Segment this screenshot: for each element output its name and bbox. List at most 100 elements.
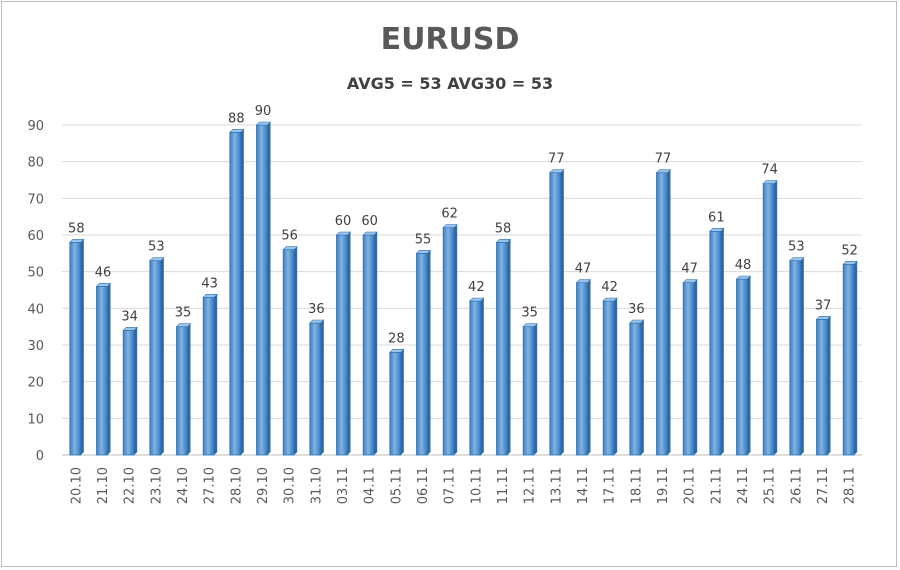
data-label: 61: [708, 210, 725, 225]
bar-side: [347, 232, 351, 455]
y-tick-label: 80: [27, 156, 44, 171]
bar-side: [134, 327, 138, 455]
bar: [629, 322, 642, 456]
x-tick-label: 05.11: [389, 467, 404, 504]
x-axis-ticks: 20.10 21.10 22.10 23.10 24.10 27.10 28.10 29.10…: [69, 467, 857, 504]
bar-side: [507, 239, 511, 455]
data-label: 74: [761, 163, 778, 178]
data-label: 77: [548, 152, 565, 167]
x-tick-label: 04.11: [363, 467, 378, 504]
x-tick-label: 19.11: [656, 467, 671, 504]
bar: [149, 260, 162, 456]
bar-side: [107, 283, 111, 455]
bar: [522, 326, 535, 456]
data-label: 42: [468, 280, 485, 295]
bar-side: [667, 169, 671, 455]
gridlines: [62, 124, 862, 456]
bar-side: [774, 180, 778, 455]
y-tick-label: 90: [27, 119, 44, 134]
bar: [656, 172, 668, 456]
bar-side: [827, 316, 831, 455]
bar-side: [480, 298, 484, 455]
data-labels: 58 46 34 53 35 43 88 90 56 36 60 60 28 55 62 42 58 35 77 47…: [68, 104, 858, 346]
bar-side: [427, 250, 431, 455]
data-label: 34: [121, 309, 138, 324]
bar: [469, 300, 482, 456]
bar: [576, 282, 588, 456]
bar-side: [720, 228, 724, 455]
y-tick-label: 20: [27, 376, 44, 391]
x-tick-label: 27.11: [816, 467, 831, 504]
data-label: 36: [628, 302, 645, 317]
data-label: 53: [148, 240, 165, 255]
data-label: 58: [495, 221, 512, 236]
bar: [202, 296, 215, 456]
bar-side: [640, 320, 644, 455]
x-tick-label: 11.11: [496, 467, 511, 504]
data-label: 58: [68, 221, 85, 236]
data-label: 53: [788, 240, 805, 255]
x-tick-label: 22.10: [123, 467, 138, 504]
bar: [682, 282, 695, 456]
bar-side: [374, 232, 378, 455]
bar: [309, 322, 322, 456]
bar-side: [240, 129, 244, 456]
data-label: 43: [201, 276, 218, 291]
data-label: 35: [175, 306, 192, 321]
x-tick-label: 20.11: [683, 467, 698, 504]
x-tick-label: 03.11: [336, 467, 351, 504]
bar-side: [854, 261, 858, 455]
bar-side: [320, 320, 324, 455]
x-tick-label: 21.11: [709, 467, 724, 504]
bars: [69, 121, 858, 456]
data-label: 36: [308, 302, 325, 317]
bar-side: [400, 349, 404, 455]
chart-subtitle: AVG5 = 53 AVG30 = 53: [346, 74, 554, 93]
data-label: 88: [228, 111, 245, 126]
x-tick-label: 07.11: [443, 467, 458, 504]
bar-side: [747, 276, 751, 455]
y-tick-label: 70: [27, 192, 44, 207]
bar: [549, 172, 562, 456]
x-tick-label: 29.10: [256, 467, 271, 504]
data-label: 77: [655, 152, 672, 167]
x-tick-label: 24.10: [176, 467, 191, 504]
data-label: 47: [681, 262, 698, 277]
bar: [282, 249, 295, 456]
data-label: 62: [441, 207, 458, 222]
y-tick-label: 10: [27, 412, 44, 427]
x-tick-label: 20.10: [69, 467, 84, 504]
data-label: 48: [735, 258, 752, 273]
data-label: 28: [388, 331, 405, 346]
bar: [336, 234, 348, 456]
bar-side: [294, 246, 298, 455]
bar: [736, 278, 748, 456]
x-tick-label: 06.11: [416, 467, 431, 504]
bar-side: [454, 224, 458, 455]
bar-side: [534, 323, 538, 455]
data-label: 46: [95, 265, 112, 280]
y-tick-label: 0: [36, 449, 44, 464]
x-tick-label: 25.11: [763, 467, 778, 504]
bar: [602, 300, 615, 456]
x-tick-label: 31.10: [309, 467, 324, 504]
bar: [816, 318, 828, 456]
bar-side: [587, 279, 591, 455]
bar-side: [694, 279, 698, 455]
data-label: 47: [575, 262, 592, 277]
data-label: 56: [281, 229, 298, 244]
bar-side: [214, 294, 218, 455]
x-tick-label: 28.11: [843, 467, 858, 504]
bar: [389, 351, 402, 456]
data-label: 60: [335, 214, 352, 229]
data-label: 35: [521, 306, 538, 321]
x-tick-label: 14.11: [576, 467, 591, 504]
chart-title: EURUSD: [380, 22, 520, 57]
data-label: 60: [361, 214, 378, 229]
x-tick-label: 28.10: [229, 467, 244, 504]
data-label: 52: [841, 243, 858, 258]
bar: [789, 260, 802, 456]
bar-side: [80, 239, 84, 455]
bar: [496, 241, 508, 456]
bar: [229, 131, 242, 456]
